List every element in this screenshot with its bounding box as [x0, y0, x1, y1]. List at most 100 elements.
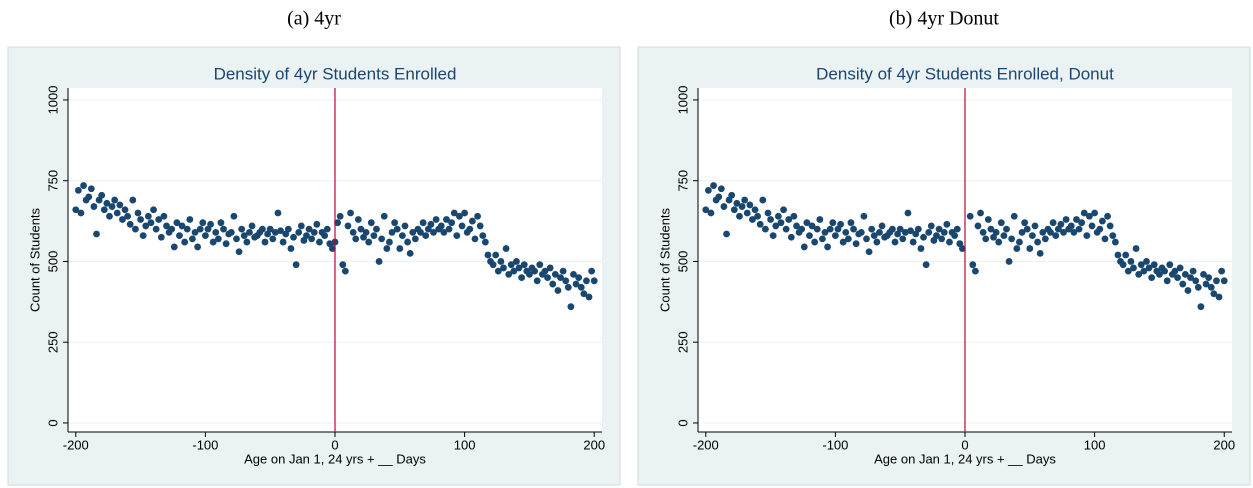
- point: [365, 238, 373, 246]
- point: [754, 212, 762, 220]
- point: [1184, 287, 1192, 294]
- point: [837, 220, 844, 228]
- point: [974, 222, 982, 230]
- point: [946, 238, 953, 246]
- panel-caption: (b) 4yr Donut: [889, 8, 999, 30]
- x-tick-label: 200: [583, 437, 605, 452]
- point: [787, 233, 795, 241]
- point: [144, 212, 152, 220]
- point: [170, 243, 178, 251]
- point: [813, 225, 821, 233]
- point: [77, 209, 85, 217]
- point: [979, 228, 987, 236]
- point: [303, 232, 310, 240]
- point: [570, 270, 577, 278]
- point: [1161, 267, 1169, 275]
- point: [821, 228, 829, 236]
- point: [305, 225, 313, 233]
- point: [1130, 264, 1137, 272]
- point: [456, 212, 463, 220]
- point: [500, 264, 507, 272]
- point: [502, 245, 510, 252]
- point: [520, 261, 528, 269]
- point: [440, 228, 448, 236]
- point: [707, 209, 715, 217]
- point: [1083, 232, 1091, 240]
- point: [1205, 274, 1213, 282]
- point: [121, 206, 129, 214]
- x-tick-label: -200: [63, 437, 89, 452]
- point: [386, 238, 393, 246]
- point: [243, 238, 251, 246]
- point: [920, 233, 927, 241]
- point: [100, 206, 108, 214]
- point: [1098, 217, 1106, 225]
- point: [292, 261, 300, 269]
- point: [772, 222, 780, 230]
- point: [1028, 232, 1036, 240]
- point: [736, 212, 743, 220]
- point: [474, 212, 481, 220]
- point: [860, 212, 868, 220]
- point: [1111, 238, 1119, 246]
- point: [1106, 222, 1114, 230]
- y-axis-title: Count of Students: [657, 207, 672, 312]
- point: [857, 228, 865, 236]
- point: [308, 235, 316, 243]
- point: [785, 216, 793, 223]
- point: [847, 219, 855, 227]
- point: [1062, 216, 1070, 223]
- point: [782, 225, 790, 233]
- point: [839, 238, 847, 246]
- point: [209, 238, 217, 246]
- point: [730, 206, 738, 214]
- x-axis-title: Age on Jan 1, 24 yrs + __ Days: [874, 451, 1056, 466]
- point: [1122, 251, 1130, 259]
- point: [290, 233, 297, 241]
- point: [562, 277, 570, 285]
- point: [567, 303, 575, 311]
- point: [914, 225, 922, 233]
- point: [80, 182, 87, 189]
- point: [580, 290, 588, 298]
- point: [124, 212, 132, 220]
- point: [362, 228, 370, 236]
- point: [186, 216, 194, 223]
- point: [404, 238, 411, 246]
- point: [176, 232, 183, 240]
- point: [391, 219, 399, 227]
- point: [119, 216, 126, 223]
- point: [341, 267, 349, 275]
- point: [1041, 235, 1049, 243]
- point: [383, 245, 391, 252]
- point: [212, 228, 220, 236]
- point: [971, 267, 979, 275]
- point: [98, 191, 106, 199]
- point: [357, 225, 365, 233]
- point: [738, 203, 746, 210]
- point: [824, 243, 832, 251]
- point: [899, 235, 907, 243]
- point: [152, 225, 160, 233]
- point: [891, 238, 899, 246]
- point: [481, 238, 489, 246]
- point: [445, 225, 453, 233]
- point: [1101, 235, 1109, 243]
- y-tick-label: 0: [45, 419, 60, 426]
- point: [323, 225, 331, 233]
- point: [448, 219, 456, 227]
- point: [235, 248, 243, 256]
- point: [248, 222, 256, 230]
- point: [155, 216, 163, 223]
- point: [271, 228, 279, 236]
- point: [1218, 267, 1226, 275]
- point: [1189, 267, 1197, 275]
- point: [126, 220, 134, 228]
- point: [865, 248, 873, 256]
- y-tick-label: 750: [675, 170, 690, 192]
- point: [533, 277, 541, 285]
- point: [492, 251, 500, 259]
- point: [194, 243, 202, 251]
- point: [367, 219, 375, 227]
- point: [108, 203, 116, 210]
